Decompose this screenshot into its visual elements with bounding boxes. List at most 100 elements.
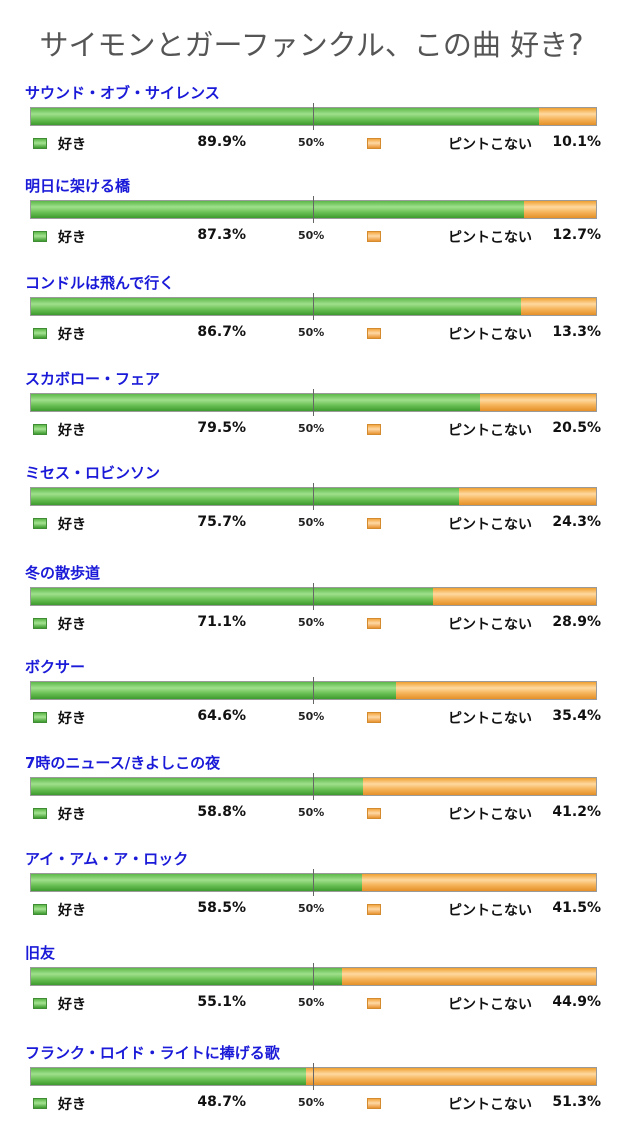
bar-like-segment <box>31 394 481 411</box>
bar-like-segment <box>31 108 539 125</box>
song-title: ミセス・ロビンソン <box>25 464 161 482</box>
bar-like-segment <box>31 968 343 985</box>
like-legend-swatch <box>33 808 47 819</box>
like-label: 好き <box>58 807 86 823</box>
midpoint-label: 50% <box>298 996 325 1009</box>
like-legend-swatch <box>33 712 47 723</box>
bar-dislike-segment <box>395 682 596 699</box>
midpoint-line <box>313 773 314 800</box>
like-label: 好き <box>58 517 86 533</box>
dislike-legend-swatch <box>367 904 381 915</box>
song-title: 7時のニュース/きよしこの夜 <box>25 754 221 772</box>
dislike-percent: 10.1% <box>552 134 601 150</box>
midpoint-label: 50% <box>298 710 325 723</box>
dislike-percent: 12.7% <box>552 227 601 243</box>
dislike-legend-swatch <box>367 328 381 339</box>
midpoint-line <box>313 293 314 320</box>
like-percent: 79.5% <box>197 420 246 436</box>
song-title: 明日に架ける橋 <box>25 177 131 195</box>
dislike-label: ピントこない <box>448 711 532 727</box>
dislike-percent: 35.4% <box>552 708 601 724</box>
like-legend-swatch <box>33 904 47 915</box>
midpoint-line <box>313 963 314 990</box>
dislike-legend-swatch <box>367 808 381 819</box>
like-legend-swatch <box>33 998 47 1009</box>
dislike-label: ピントこない <box>448 230 532 246</box>
midpoint-label: 50% <box>298 136 325 149</box>
like-percent: 89.9% <box>197 134 246 150</box>
like-legend-swatch <box>33 328 47 339</box>
midpoint-line <box>313 389 314 416</box>
dislike-label: ピントこない <box>448 807 532 823</box>
like-legend-swatch <box>33 518 47 529</box>
dislike-legend-swatch <box>367 231 381 242</box>
like-legend-swatch <box>33 138 47 149</box>
bar-dislike-segment <box>342 968 596 985</box>
dislike-legend-swatch <box>367 1098 381 1109</box>
dislike-percent: 13.3% <box>552 324 601 340</box>
like-percent: 55.1% <box>197 994 246 1010</box>
like-percent: 86.7% <box>197 324 246 340</box>
dislike-legend-swatch <box>367 712 381 723</box>
like-percent: 87.3% <box>197 227 246 243</box>
midpoint-line <box>313 103 314 130</box>
song-title: スカボロー・フェア <box>25 370 161 388</box>
song-title: 冬の散歩道 <box>25 564 101 582</box>
bar-dislike-segment <box>363 778 596 795</box>
bar-like-segment <box>31 488 459 505</box>
bar-dislike-segment <box>361 874 596 891</box>
dislike-legend-swatch <box>367 424 381 435</box>
dislike-legend-swatch <box>367 998 381 1009</box>
midpoint-line <box>313 196 314 223</box>
dislike-legend-swatch <box>367 618 381 629</box>
like-label: 好き <box>58 137 86 153</box>
bar-like-segment <box>31 682 396 699</box>
like-label: 好き <box>58 327 86 343</box>
bar-dislike-segment <box>458 488 596 505</box>
midpoint-label: 50% <box>298 1096 325 1109</box>
like-percent: 64.6% <box>197 708 246 724</box>
bar-like-segment <box>31 1068 307 1085</box>
midpoint-label: 50% <box>298 806 325 819</box>
dislike-legend-swatch <box>367 138 381 149</box>
like-legend-swatch <box>33 618 47 629</box>
dislike-label: ピントこない <box>448 423 532 439</box>
dislike-percent: 24.3% <box>552 514 601 530</box>
like-label: 好き <box>58 903 86 919</box>
dislike-percent: 51.3% <box>552 1094 601 1110</box>
like-legend-swatch <box>33 424 47 435</box>
dislike-label: ピントこない <box>448 517 532 533</box>
like-percent: 75.7% <box>197 514 246 530</box>
bar-dislike-segment <box>432 588 596 605</box>
dislike-label: ピントこない <box>448 617 532 633</box>
dislike-percent: 41.2% <box>552 804 601 820</box>
song-title: ボクサー <box>25 658 86 676</box>
dislike-label: ピントこない <box>448 1097 532 1113</box>
midpoint-line <box>313 677 314 704</box>
dislike-percent: 41.5% <box>552 900 601 916</box>
bar-like-segment <box>31 778 364 795</box>
like-percent: 58.8% <box>197 804 246 820</box>
midpoint-label: 50% <box>298 902 325 915</box>
dislike-percent: 44.9% <box>552 994 601 1010</box>
song-title: コンドルは飛んで行く <box>25 274 175 292</box>
like-label: 好き <box>58 997 86 1013</box>
like-percent: 58.5% <box>197 900 246 916</box>
bar-dislike-segment <box>520 298 596 315</box>
chart-title: サイモンとガーファンクル、この曲 好き? <box>39 28 584 62</box>
song-title: サウンド・オブ・サイレンス <box>25 84 220 102</box>
bar-dislike-segment <box>480 394 596 411</box>
like-percent: 48.7% <box>197 1094 246 1110</box>
midpoint-line <box>313 869 314 896</box>
dislike-label: ピントこない <box>448 137 532 153</box>
midpoint-label: 50% <box>298 326 325 339</box>
like-label: 好き <box>58 230 86 246</box>
like-label: 好き <box>58 617 86 633</box>
dislike-label: ピントこない <box>448 997 532 1013</box>
dislike-legend-swatch <box>367 518 381 529</box>
like-label: 好き <box>58 423 86 439</box>
like-label: 好き <box>58 1097 86 1113</box>
dislike-percent: 28.9% <box>552 614 601 630</box>
bar-like-segment <box>31 874 362 891</box>
